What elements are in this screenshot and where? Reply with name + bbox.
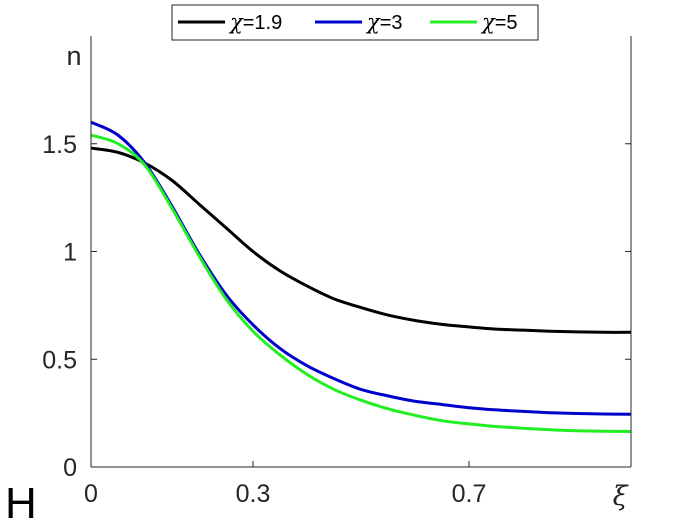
y-tick-label: 1 [63,239,77,267]
plot-area [91,36,631,467]
axes [90,36,632,468]
x-tick-label: 0 [84,480,98,508]
y-tick-label: 0 [63,454,77,482]
series-lines [90,120,632,433]
y-axis-label: n [66,41,81,71]
panel-label: H [5,479,37,525]
x-axis-label: ξ [613,481,629,512]
series-line-2 [90,133,632,433]
legend-label-0: χ=1.9 [228,10,282,34]
x-tick-label: 0.3 [236,480,271,508]
series-line-0 [90,146,632,334]
legend: χ=1.9 χ=3 χ=5 [171,4,539,41]
x-tick-label: 0.7 [452,480,487,508]
y-tick-label: 1.5 [42,131,77,159]
y-tick-label: 0.5 [42,346,77,374]
tick-labels: 0 0.5 1 1.5 0 0.3 0.7 [42,131,486,508]
legend-label-2: χ=5 [480,10,518,34]
legend-label-1: χ=3 [365,10,403,34]
